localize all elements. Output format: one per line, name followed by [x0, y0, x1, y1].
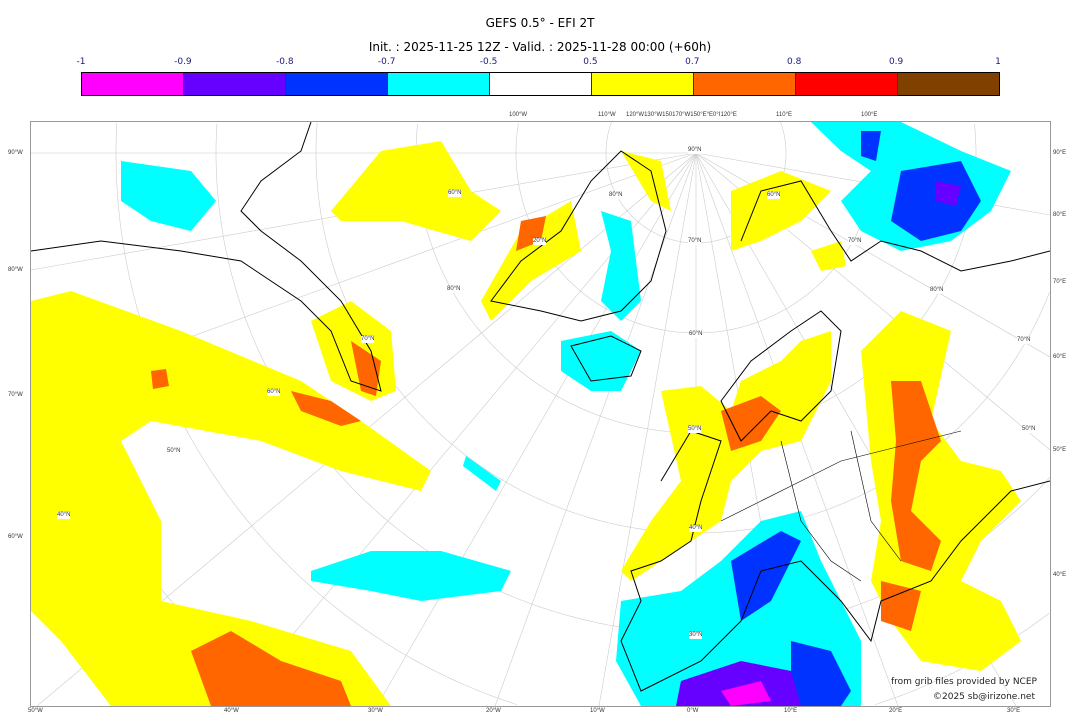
axis-label-right: 40°E: [1053, 572, 1067, 578]
efi-magenta: [721, 681, 771, 706]
colorbar-segment: [898, 73, 999, 95]
latitude-label: 40°N: [57, 512, 71, 519]
axis-label-bottom: 20°E: [889, 708, 903, 714]
chart-title: GEFS 0.5° - EFI 2T: [485, 16, 595, 30]
colorbar-tick: -0.7: [377, 57, 396, 67]
latitude-label: 40°N: [689, 525, 703, 532]
colorbar-tick: -0.5: [479, 57, 498, 67]
axis-label-bottom: 0°W: [687, 708, 699, 714]
efi-map: [31, 122, 1050, 706]
axis-label-right: 70°E: [1053, 279, 1067, 285]
axis-label-bottom: 20°W: [486, 708, 501, 714]
latitude-label: 90°N: [688, 147, 702, 154]
axis-label-right: 90°E: [1053, 150, 1067, 156]
latitude-label: 50°N: [167, 448, 181, 455]
latitude-circle: [974, 123, 977, 153]
axis-label-right: 60°E: [1053, 354, 1067, 360]
latitude-label: 80°N: [609, 192, 623, 199]
colorbar-segment: [184, 73, 286, 95]
latitude-label: 70°N: [361, 336, 375, 343]
latitude-label: 70°N: [688, 238, 702, 245]
colorbar-segment: [796, 73, 898, 95]
axis-label-left: 70°W: [8, 392, 23, 398]
latitude-label: 60°N: [448, 190, 462, 197]
colorbar-segment: [694, 73, 796, 95]
axis-label-left: 60°W: [8, 534, 23, 540]
borders: [720, 430, 962, 582]
axis-label-top: 110°E: [776, 112, 792, 118]
axis-label-bottom: 30°W: [368, 708, 383, 714]
latitude-label: 70°N: [1017, 337, 1031, 344]
axis-label-top: 120°W130°W150170°W150°E°E0°I120°E: [626, 112, 737, 118]
colorbar-segment: [592, 73, 694, 95]
latitude-label: 60°N: [267, 389, 281, 396]
colorbar-segment: [490, 73, 592, 95]
colorbar-tick: -1: [76, 57, 86, 67]
axis-label-top: 110°W: [598, 112, 616, 118]
axis-label-bottom: 10°W: [590, 708, 605, 714]
latitude-label: 70°N: [848, 238, 862, 245]
latitude-label: 60°N: [689, 331, 703, 338]
latitude-label: 60°N: [767, 192, 781, 199]
copyright-credit: ©2025 sb@irizone.net: [933, 692, 1035, 702]
latitude-label: 80°N: [930, 287, 944, 294]
latitude-label: 20°N: [533, 238, 547, 245]
chart-subtitle: Init. : 2025-11-25 12Z - Valid. : 2025-1…: [368, 40, 712, 54]
colorbar: [81, 72, 1000, 96]
colorbar-segment: [286, 73, 388, 95]
colorbar-tick: -0.9: [174, 57, 192, 67]
axis-label-bottom: 30°E: [1007, 708, 1021, 714]
axis-label-bottom: 50°W: [28, 708, 43, 714]
axis-label-right: 80°E: [1053, 212, 1067, 218]
axis-label-left: 90°W: [8, 150, 23, 156]
latitude-label: 80°N: [447, 286, 461, 293]
axis-label-bottom: 40°W: [224, 708, 239, 714]
efi-yellow: [31, 141, 1021, 706]
colorbar-segment: [388, 73, 490, 95]
colorbar-tick: 0.8: [787, 57, 802, 67]
axis-label-top: 100°E: [861, 112, 878, 118]
colorbar-segment: [82, 73, 184, 95]
axis-label-bottom: 10°E: [784, 708, 798, 714]
latitude-circle: [315, 123, 1050, 534]
latitude-circle: [780, 122, 787, 153]
latitude-label: 50°N: [688, 426, 702, 433]
coastlines: [31, 122, 1050, 692]
axis-label-top: 100°W: [509, 112, 528, 118]
colorbar-tick: 0.9: [888, 57, 904, 67]
efi-purple: [676, 181, 961, 706]
latitude-label: 50°N: [1022, 426, 1036, 433]
colorbar-tick: 0.5: [583, 57, 598, 67]
colorbar-tick: 0.7: [685, 57, 700, 67]
axis-label-right: 50°E: [1053, 447, 1067, 453]
source-credit: from grib files provided by NCEP: [891, 677, 1037, 687]
map[interactable]: [30, 121, 1051, 707]
colorbar-tick: 1: [995, 57, 1001, 67]
efi-orange: [151, 216, 941, 706]
latitude-circle: [115, 122, 517, 705]
colorbar-tick: -0.8: [275, 57, 294, 67]
axis-label-left: 80°W: [8, 267, 23, 273]
latitude-label: 30°N: [689, 632, 703, 639]
